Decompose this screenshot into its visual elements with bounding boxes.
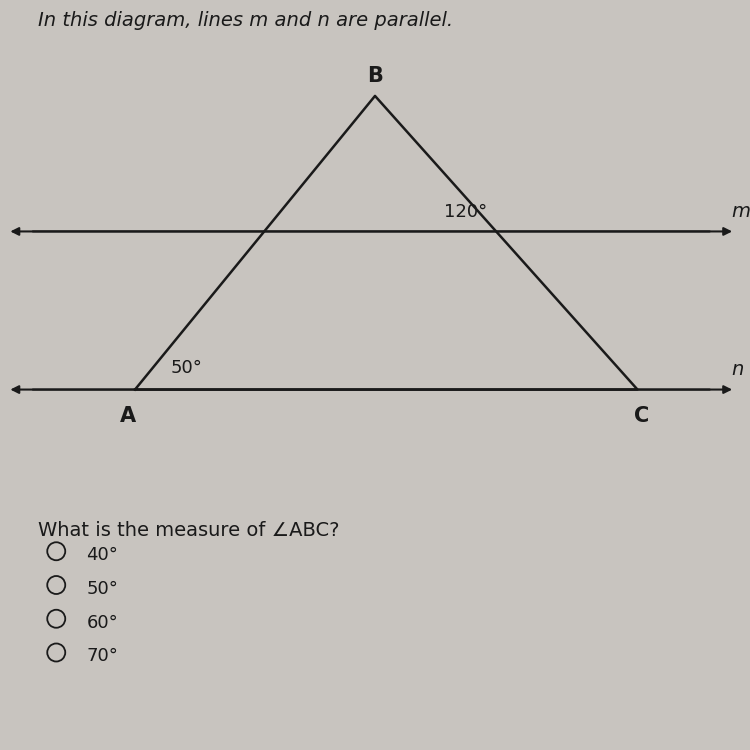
Text: 50°: 50° (171, 359, 202, 377)
Text: 70°: 70° (86, 647, 118, 665)
Text: 40°: 40° (86, 546, 118, 564)
Text: In this diagram, lines m and n are parallel.: In this diagram, lines m and n are paral… (38, 11, 452, 30)
Text: n: n (731, 361, 743, 380)
Text: C: C (634, 406, 649, 427)
Text: 50°: 50° (86, 580, 118, 598)
Text: m: m (731, 202, 750, 221)
Text: B: B (367, 66, 383, 86)
Text: A: A (119, 406, 136, 427)
Text: 60°: 60° (86, 614, 118, 632)
Text: 120°: 120° (444, 203, 488, 221)
Text: What is the measure of ∠ABC?: What is the measure of ∠ABC? (38, 521, 339, 540)
